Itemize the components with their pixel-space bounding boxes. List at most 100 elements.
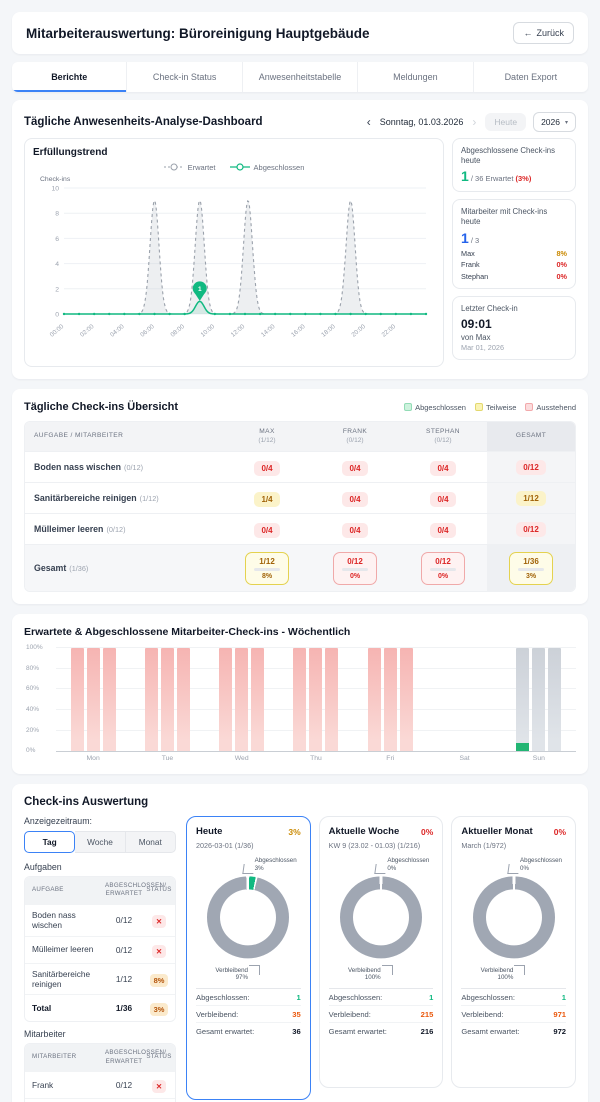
weekly-day-group — [279, 648, 353, 752]
status-badge: 3% — [149, 1003, 169, 1017]
period-woche-button[interactable]: Woche — [75, 831, 126, 854]
expected-count: / 36 Erwartet — [470, 174, 514, 184]
progress-bar — [342, 568, 368, 572]
weekly-day-group — [502, 648, 576, 752]
tab-daten-export[interactable]: Daten Export — [504, 72, 558, 82]
daily-dashboard-section: Tägliche Anwesenheits-Analyse-Dashboard … — [12, 100, 588, 379]
weekly-bar — [102, 648, 116, 752]
svg-text:10:00: 10:00 — [200, 323, 217, 339]
completed-checkins-card: Abgeschlossene Check-ins heute 1 / 36 Er… — [452, 138, 576, 193]
svg-text:2: 2 — [55, 286, 59, 293]
trend-chart-panel: Erfüllungstrend Erwartet — [24, 138, 444, 367]
donut-remaining-callout: Verbleibend 100% — [335, 965, 393, 983]
employees-count: 1 — [461, 229, 469, 246]
overview-table: AUFGABE / MITARBEITER MAX (1/12) FRANK (0/… — [24, 421, 576, 593]
trend-chart-title: Erfüllungstrend — [33, 147, 108, 158]
donut-chart — [207, 876, 290, 959]
tab-meldungen[interactable]: Meldungen — [358, 62, 474, 92]
status-badge: ✕ — [151, 1080, 167, 1093]
svg-text:00:00: 00:00 — [49, 323, 66, 339]
tab-berichte[interactable]: Berichte — [12, 62, 128, 92]
weekly-bar — [293, 648, 307, 752]
status-badge: 0/12 — [516, 521, 546, 537]
donut-card-pct: 3% — [288, 826, 301, 837]
today-button[interactable]: Heute — [485, 113, 527, 131]
donut-card-heute[interactable]: Heute 3% 2026-03-01 (1/36) Abgeschlossen… — [186, 816, 311, 1101]
table-header-row: AUFGABE ABGESCHLOSSEN/ ERWARTET STATUS — [25, 877, 175, 905]
weekly-bar — [235, 648, 249, 752]
donut-cards-row: Heute 3% 2026-03-01 (1/36) Abgeschlossen… — [186, 816, 577, 1101]
employee-pct: 0% — [556, 260, 567, 270]
chevron-down-icon: ▾ — [564, 119, 568, 126]
evaluation-title: Check-ins Auswertung — [24, 796, 149, 809]
period-tag-button[interactable]: Tag — [24, 831, 76, 854]
next-day-button[interactable]: › — [472, 115, 477, 129]
svg-text:04:00: 04:00 — [109, 323, 126, 339]
svg-text:16:00: 16:00 — [290, 323, 307, 339]
status-badge: 8% — [149, 973, 169, 987]
column-header: AUFGABE / MITARBEITER — [34, 432, 124, 440]
weekly-bar — [70, 648, 84, 752]
employees-checkins-card: Mitarbeiter mit Check-ins heute 1 / 3 Ma… — [452, 199, 576, 289]
legend-label: Abgeschlossen — [253, 162, 305, 172]
donut-card-aktueller-monat[interactable]: Aktueller Monat 0% March (1/972) Abgesch… — [451, 816, 577, 1089]
svg-text:1: 1 — [198, 286, 202, 293]
total-cell: 1/12 8% — [245, 552, 289, 586]
table-row: Mülleimer leeren 0/12 ✕ — [25, 936, 175, 964]
status-badge: 0/4 — [430, 492, 456, 508]
weekly-x-axis: Mon Tue Wed Thu Fri Sat Sun — [24, 755, 576, 762]
svg-text:20:00: 20:00 — [350, 323, 367, 339]
legend-label: Ausstehend — [536, 402, 576, 412]
tab-checkin-status[interactable]: Check-in Status — [127, 62, 243, 92]
table-row: Boden nass wischen (0/12) 0/4 0/4 0/4 0/1… — [25, 452, 575, 484]
donut-card-subtitle: 2026-03-01 (1/36) — [196, 841, 254, 851]
summary-cards-column: Abgeschlossene Check-ins heute 1 / 36 Er… — [452, 138, 576, 367]
svg-text:12:00: 12:00 — [230, 323, 247, 339]
donut-card-title: Heute — [196, 826, 223, 838]
back-button[interactable]: ← Zurück — [513, 22, 574, 44]
task-sub: (1/12) — [139, 494, 159, 504]
last-checkin-card: Letzter Check-in 09:01 von Max Mar 01, 2… — [452, 295, 576, 360]
status-badge: 0/4 — [342, 461, 368, 477]
donut-done-callout: Abgeschlossen 0% — [520, 857, 566, 873]
employee-row: Max 8% — [461, 249, 567, 258]
weekly-bar — [160, 648, 174, 752]
column-header: MAX (1/12) — [258, 428, 276, 444]
task-sub: (0/12) — [124, 463, 144, 473]
donut-remaining-callout: Verbleibend 100% — [467, 965, 526, 983]
last-checkin-time: 09:01 — [461, 316, 492, 331]
tab-anwesenheitstabelle[interactable]: Anwesenheitstabelle — [243, 62, 359, 92]
partial-swatch-icon — [474, 403, 483, 411]
progress-bar — [254, 568, 280, 572]
solid-line-marker-icon — [229, 163, 250, 171]
weekly-day-label: Sat — [459, 755, 470, 763]
completed-swatch-icon — [404, 403, 413, 411]
weekly-bar — [548, 648, 562, 752]
weekly-bar — [144, 648, 158, 752]
total-sub: (1/36) — [69, 564, 89, 574]
tab-bar: Berichte Check-in Status Anwesenheitstab… — [12, 62, 588, 92]
table-row: Mülleimer leeren (0/12) 0/4 0/4 0/4 0/12 — [25, 514, 575, 546]
period-monat-button[interactable]: Monat — [125, 831, 176, 854]
last-checkin-by: von Max — [461, 332, 491, 342]
donut-card-aktuelle-woche[interactable]: Aktuelle Woche 0% KW 9 (23.02 - 01.03) (… — [318, 816, 444, 1089]
employee-name: Frank — [461, 260, 480, 270]
page-title: Mitarbeiterauswertung: Büroreinigung Hau… — [26, 25, 370, 41]
tasks-group-label: Aufgaben — [24, 862, 62, 873]
year-select[interactable]: 2026 ▾ — [533, 112, 576, 132]
prev-day-button[interactable]: ‹ — [366, 115, 371, 129]
svg-text:08:00: 08:00 — [169, 323, 186, 339]
task-name: Mülleimer leeren — [34, 524, 104, 535]
task-sub: (0/12) — [106, 525, 126, 535]
weekly-day-label: Sun — [532, 755, 545, 763]
donut-card-pct: 0% — [553, 826, 567, 837]
table-row: Max 1/12 8% — [25, 1099, 175, 1102]
expected-area — [64, 200, 426, 314]
donut-card-title: Aktueller Monat — [461, 826, 533, 838]
column-header: FRANK (0/12) — [342, 428, 368, 444]
svg-text:14:00: 14:00 — [260, 323, 277, 339]
status-badge: 0/4 — [342, 523, 368, 539]
weekly-bar — [325, 648, 339, 752]
donut-card-pct: 0% — [421, 826, 434, 837]
date-navigation: ‹ Sonntag, 01.03.2026 › Heute 2026 ▾ — [365, 112, 576, 132]
